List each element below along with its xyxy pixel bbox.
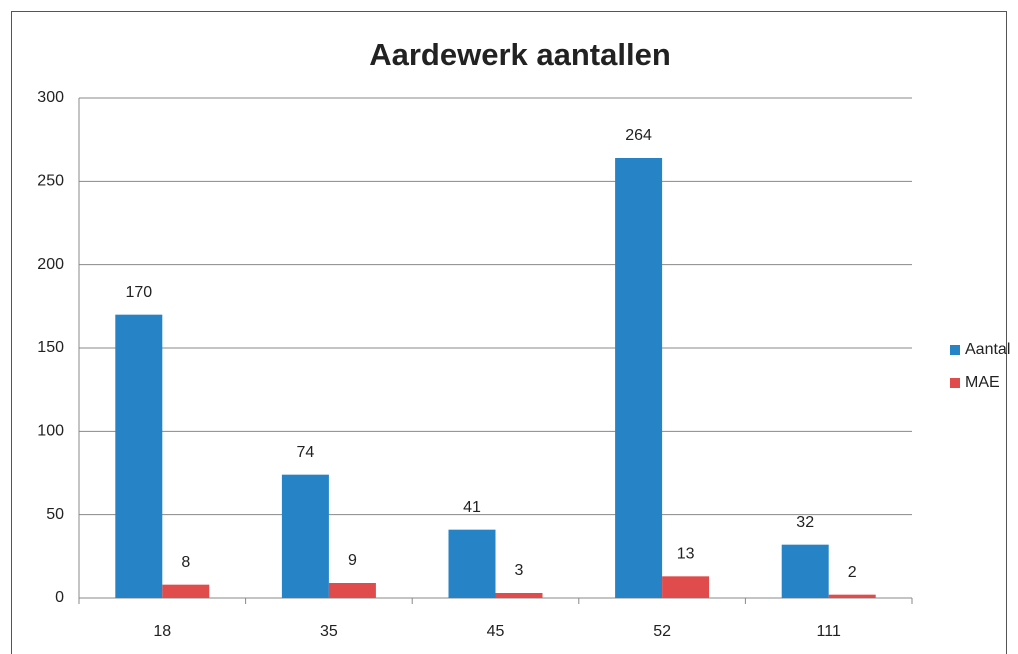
y-tick-label: 50	[46, 506, 64, 523]
bar	[448, 529, 496, 598]
bar	[495, 593, 543, 598]
chart-frame	[11, 11, 1007, 654]
data-label: 13	[677, 546, 695, 563]
legend-swatch	[950, 378, 960, 388]
bar	[662, 576, 710, 598]
bar	[281, 474, 329, 598]
x-tick-label: 18	[153, 623, 171, 640]
data-label: 264	[625, 127, 652, 144]
bar	[828, 594, 876, 598]
x-tick-label: 111	[817, 623, 841, 640]
legend-label: MAE	[965, 374, 1000, 391]
data-label: 3	[515, 562, 524, 579]
y-tick-label: 150	[37, 339, 64, 356]
bar	[615, 158, 663, 598]
x-tick-label: 45	[487, 623, 505, 640]
x-tick-label: 52	[653, 623, 671, 640]
y-tick-label: 300	[37, 89, 64, 106]
y-tick-label: 200	[37, 256, 64, 273]
chart-title: Aardewerk aantallen	[369, 37, 671, 72]
bar	[162, 584, 210, 598]
x-tick-label: 35	[320, 623, 338, 640]
legend-swatch	[950, 345, 960, 355]
y-tick-label: 100	[37, 423, 64, 440]
bar	[328, 583, 376, 598]
data-label: 170	[125, 284, 152, 301]
y-tick-label: 250	[37, 173, 64, 190]
legend-label: Aantal	[965, 341, 1010, 358]
data-label: 2	[848, 564, 857, 581]
data-label: 32	[796, 514, 814, 531]
data-label: 41	[463, 499, 481, 516]
bar	[781, 544, 829, 598]
bar	[115, 314, 163, 598]
data-label: 9	[348, 552, 357, 569]
data-label: 74	[297, 444, 315, 461]
data-label: 8	[181, 554, 190, 571]
y-tick-label: 0	[55, 589, 64, 606]
